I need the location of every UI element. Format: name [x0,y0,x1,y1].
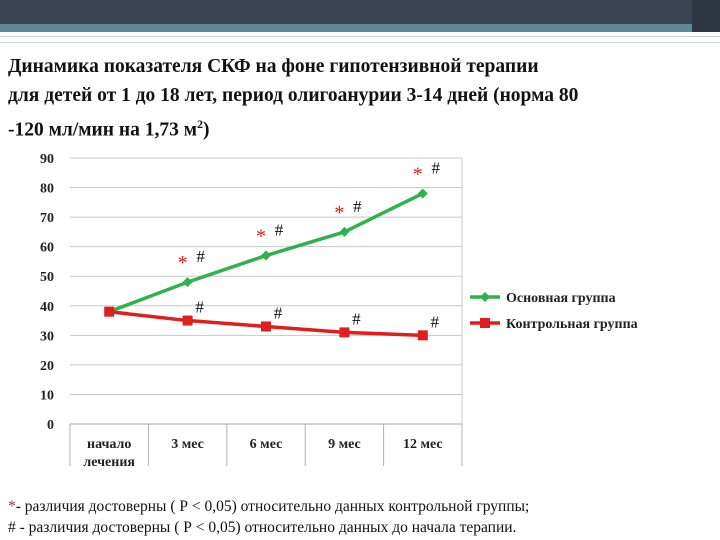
annotation-asterisk: * [334,202,344,224]
annotation-hash: # [431,312,440,331]
x-tick-label: 3 мес [171,437,204,452]
x-tick-label: начало [87,437,131,452]
title-line-2: для детей от 1 до 18 лет, период олигоан… [8,85,579,106]
annotation-hash: # [353,197,362,216]
legend-marker [480,318,490,328]
header-accent-stripe [0,24,720,32]
gfr-line-chart: 0 10 20 30 40 50 60 70 80 90 начало лечения 3 мес 6 м… [40,152,638,470]
x-tick-label: 9 мес [328,437,361,452]
title-line-3-end: ) [203,119,210,141]
header-divider-2 [0,42,720,43]
data-point-control [339,327,350,338]
y-tick-label: 50 [40,270,54,285]
y-tick-label: 60 [40,241,54,256]
y-tick-label: 80 [40,182,54,197]
data-point-control [182,315,193,326]
footnote-hash-mark: # [8,519,16,536]
title-line-3: -120 мл/мин на 1,73 м [8,119,198,141]
header-corner-block [692,0,720,32]
legend-label: Контрольная группа [506,317,638,332]
y-tick-label: 40 [40,300,54,315]
footnote-hash-text: - различия достоверны ( Р < 0,05) относи… [15,519,517,536]
annotation-hash: # [352,309,361,328]
data-point-control [104,306,115,317]
page-title: Динамика показателя СКФ на фоне гипотенз… [8,52,714,145]
annotation-hash: # [275,221,284,240]
data-point-control [261,321,271,332]
data-point-main [261,250,271,261]
footnotes: *- различия достоверны ( Р < 0,05) относ… [8,496,714,538]
legend-marker [480,292,490,302]
data-point-main [417,188,428,199]
y-tick-label: 10 [40,388,54,403]
data-point-main [339,226,350,237]
annotation-asterisk: * [413,163,423,185]
y-tick-label: 20 [40,359,54,374]
y-tick-label: 0 [47,418,54,433]
legend-label: Основная группа [506,291,616,306]
footnote-asterisk-mark: * [8,498,16,515]
annotation-hash: # [195,298,204,317]
title-line-1: Динамика показателя СКФ на фоне гипотенз… [8,56,539,77]
footnote-asterisk: *- различия достоверны ( Р < 0,05) относ… [8,496,714,517]
footnote-asterisk-text: - различия достоверны ( Р < 0,05) относи… [15,498,530,515]
annotation-hash: # [196,247,205,266]
y-tick-label: 70 [40,211,54,226]
data-point-main [182,277,193,288]
annotation-asterisk: * [256,226,266,248]
data-point-control [417,330,428,341]
title-superscript: 2 [197,117,204,131]
x-tick-label: лечения [83,455,135,470]
footnote-hash: # - различия достоверны ( Р < 0,05) отно… [8,517,714,538]
annotation-hash: # [432,158,441,177]
header-divider [0,36,720,37]
y-tick-label: 30 [40,329,54,344]
y-tick-label: 90 [40,152,54,167]
annotation-asterisk: * [178,252,188,274]
annotation-hash: # [274,303,283,322]
header-bar [0,0,720,24]
x-tick-label: 6 мес [250,437,283,452]
x-tick-label: 12 мес [403,437,443,452]
